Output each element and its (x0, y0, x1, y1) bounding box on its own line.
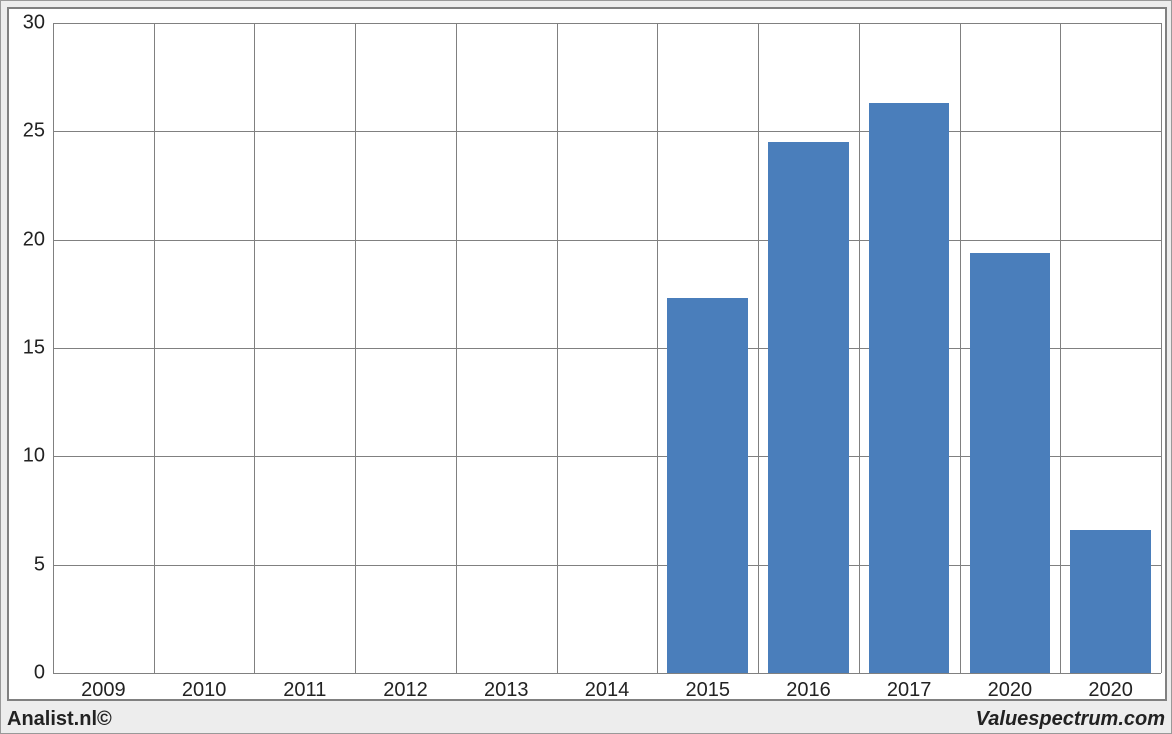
gridline-vertical (657, 23, 658, 673)
footer-left-label: Analist.nl© (7, 708, 112, 731)
y-tick-label: 15 (23, 337, 53, 360)
x-tick-label: 2010 (182, 673, 227, 702)
x-tick-label: 2009 (81, 673, 126, 702)
gridline-vertical (254, 23, 255, 673)
gridline-horizontal (53, 240, 1161, 241)
gridline-vertical (1161, 23, 1162, 673)
gridline-horizontal (53, 131, 1161, 132)
gridline-vertical (53, 23, 54, 673)
y-tick-label: 10 (23, 445, 53, 468)
gridline-horizontal (53, 23, 1161, 24)
x-tick-label: 2020 (1088, 673, 1133, 702)
plot-area: 0510152025302009201020112012201320142015… (53, 23, 1161, 673)
gridline-vertical (758, 23, 759, 673)
y-tick-label: 0 (34, 662, 53, 685)
gridline-vertical (456, 23, 457, 673)
x-tick-label: 2012 (383, 673, 428, 702)
footer-right-label: Valuespectrum.com (976, 708, 1165, 731)
gridline-vertical (557, 23, 558, 673)
y-tick-label: 5 (34, 553, 53, 576)
bar (667, 298, 748, 673)
y-tick-label: 30 (23, 12, 53, 35)
gridline-vertical (859, 23, 860, 673)
x-tick-label: 2015 (685, 673, 730, 702)
gridline-vertical (960, 23, 961, 673)
x-tick-label: 2017 (887, 673, 932, 702)
bar (768, 142, 849, 673)
gridline-vertical (355, 23, 356, 673)
x-tick-label: 2013 (484, 673, 529, 702)
chart-frame: 0 5 10 15 20 25 30 2009 2010 2011 2012 2013 2014 2015… (0, 0, 1172, 734)
y-tick-label: 25 (23, 120, 53, 143)
x-tick-label: 2016 (786, 673, 831, 702)
x-tick-label: 2020 (988, 673, 1033, 702)
gridline-vertical (1060, 23, 1061, 673)
gridline-vertical (154, 23, 155, 673)
y-tick-label: 20 (23, 228, 53, 251)
x-tick-label: 2014 (585, 673, 630, 702)
chart-panel: 0 5 10 15 20 25 30 2009 2010 2011 2012 2013 2014 2015… (7, 7, 1167, 701)
bar (970, 253, 1051, 673)
bar (869, 103, 950, 673)
x-tick-label: 2011 (283, 673, 326, 702)
bar (1070, 530, 1151, 673)
